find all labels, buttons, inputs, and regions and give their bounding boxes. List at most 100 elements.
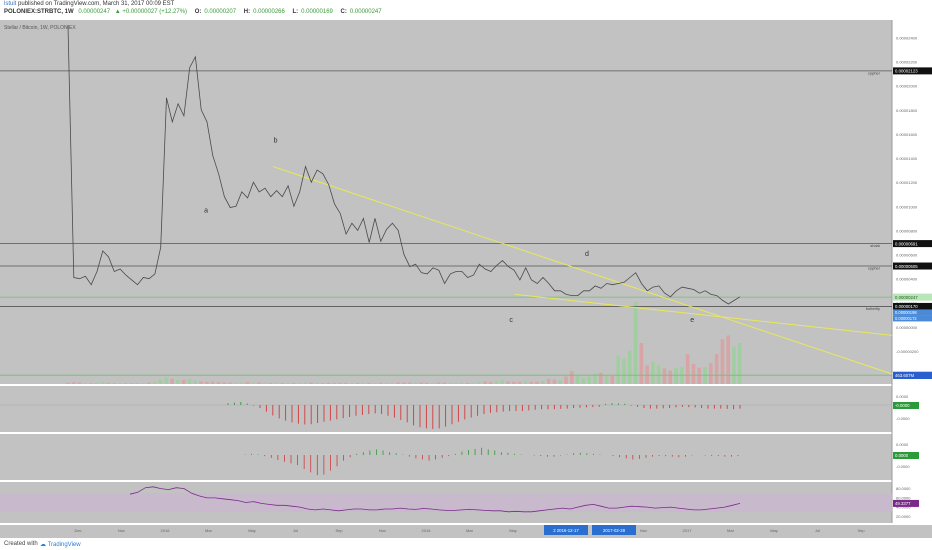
volume-bar-33 [257,382,261,384]
volume-bar-1 [71,382,76,384]
volume-bar-102 [656,365,661,384]
volume-bar-0 [66,382,70,384]
time-tick-2: 2016 [161,528,171,533]
volume-bar-81 [535,381,539,384]
chart-header: lstuit published on TradingView.com, Mar… [0,0,932,20]
time-tick-10: May [509,528,517,533]
time-tick-8: 2016 [422,528,432,533]
publish-line: lstuit published on TradingView.com, Mar… [4,1,174,7]
price-tick-4: 0.00001600 [896,132,918,137]
volume-bar-8 [112,383,116,384]
time-tick-16: May [770,528,778,533]
chart-stage[interactable]: Stellar / Bitcoin, 1W, POLONIEX 0.0000240… [0,20,932,538]
volume-bar-7 [106,382,111,384]
volume-bar-13 [141,382,145,384]
footer: Created with ☁ TradingView [0,538,932,550]
rsi-label: 49.3377 [895,501,911,506]
volume-bar-65 [442,382,447,384]
volume-bar-59 [407,382,412,384]
rsi-tick-1: 60.0000 [896,495,911,500]
volume-bar-62 [425,382,429,384]
volume-bar-11 [129,383,134,384]
main-pane-bg [0,20,892,384]
volume-bar-74 [494,381,499,384]
time-tick-13: Nov [640,528,647,533]
volume-bar-52 [367,382,371,384]
volume-bar-15 [152,381,157,384]
pattern-point-e: e [690,317,694,324]
volume-bar-5 [94,382,99,384]
chart-title: Stellar / Bitcoin, 1W, POLONIEX [4,25,76,31]
volume-bar-40 [297,382,302,384]
volume-bar-19 [176,380,180,384]
volume-bar-2 [77,382,82,384]
date-flag-1: 2017-02-28 [603,528,626,533]
volume-bar-50 [355,382,360,384]
osc-tag [893,452,919,459]
volume-bar-67 [454,382,458,384]
volume-bar-107 [685,354,690,384]
time-tick-15: Mar [727,528,735,533]
rsi-line [129,486,741,513]
volume-bar-97 [627,350,632,384]
volume-bar-9 [118,382,122,384]
tradingview-logo[interactable]: ☁ TradingView [40,542,81,548]
volume-bar-56 [390,382,395,384]
hline-price-0: 0.00002123 [895,69,918,74]
volume-bar-22 [193,380,198,384]
volume-bar-3 [83,382,87,384]
osc-label: 0.0000 [895,453,909,458]
volume-bar-73 [488,381,493,384]
time-tick-9: Mar [466,528,474,533]
blue-price-0: 0.00000198 [895,310,917,315]
price-tick-10: 0.00000400 [896,277,918,282]
volume-bar-18 [170,378,174,384]
volume-bar-82 [541,381,545,384]
volume-bar-87 [570,371,574,384]
rsi-band [0,493,892,512]
volume-bar-101 [651,361,655,384]
volume-bar-51 [361,382,366,384]
volume-bar-115 [732,346,736,384]
volume-bar-116 [738,343,742,384]
volume-bar-36 [274,382,279,384]
volume-bar-58 [402,382,406,384]
osc-tick-0: 0.0000 [896,442,909,447]
volume-bar-64 [436,382,441,384]
time-tick-3: Mar [205,528,213,533]
time-tick-1: Nov [118,528,125,533]
date-flag-bg-1 [592,525,636,535]
volume-bar-31 [245,382,250,384]
osc-tick-1: -0.0000 [896,464,910,469]
stoch-pane-bg [0,434,892,480]
rsi-tick-3: 20.0000 [896,514,911,519]
high-label: H: 0.00000266 [243,9,285,15]
volume-bar-104 [668,370,673,384]
volume-bar-16 [158,379,163,384]
pattern-point-d: d [585,251,589,258]
trendline-0 [272,166,893,375]
volume-bar-35 [268,382,273,384]
hline-price-1: 0.00000691 [895,241,918,246]
low-label: L: 0.00000169 [292,9,333,15]
volume-bar-32 [251,382,255,384]
volume-bar-37 [280,382,284,384]
volume-bar-49 [349,382,354,384]
volume-bar-72 [483,381,487,384]
volume-bar-54 [378,382,383,384]
price-axis-bg [892,20,932,523]
volume-bar-45 [326,382,331,384]
hline-label-1: shark [870,243,880,248]
price-tick-3: 0.00001800 [896,108,918,113]
volume-bar-98 [633,302,638,384]
volume-bar-27 [222,382,227,384]
chart-svg[interactable]: Stellar / Bitcoin, 1W, POLONIEX 0.0000240… [0,20,932,538]
volume-bar-4 [89,383,93,384]
volume-bar-28 [228,382,232,384]
ohlc-line: POLONIEX:STRBTC, 1W 0.00000247 ▲ +0.0000… [4,9,388,15]
time-tick-5: Jul [293,528,298,533]
author-link[interactable]: lstuit [4,1,17,7]
trendline-1 [514,293,893,336]
price-tick-12: 0.00000000 [896,325,918,330]
green-tag-0 [893,293,932,301]
